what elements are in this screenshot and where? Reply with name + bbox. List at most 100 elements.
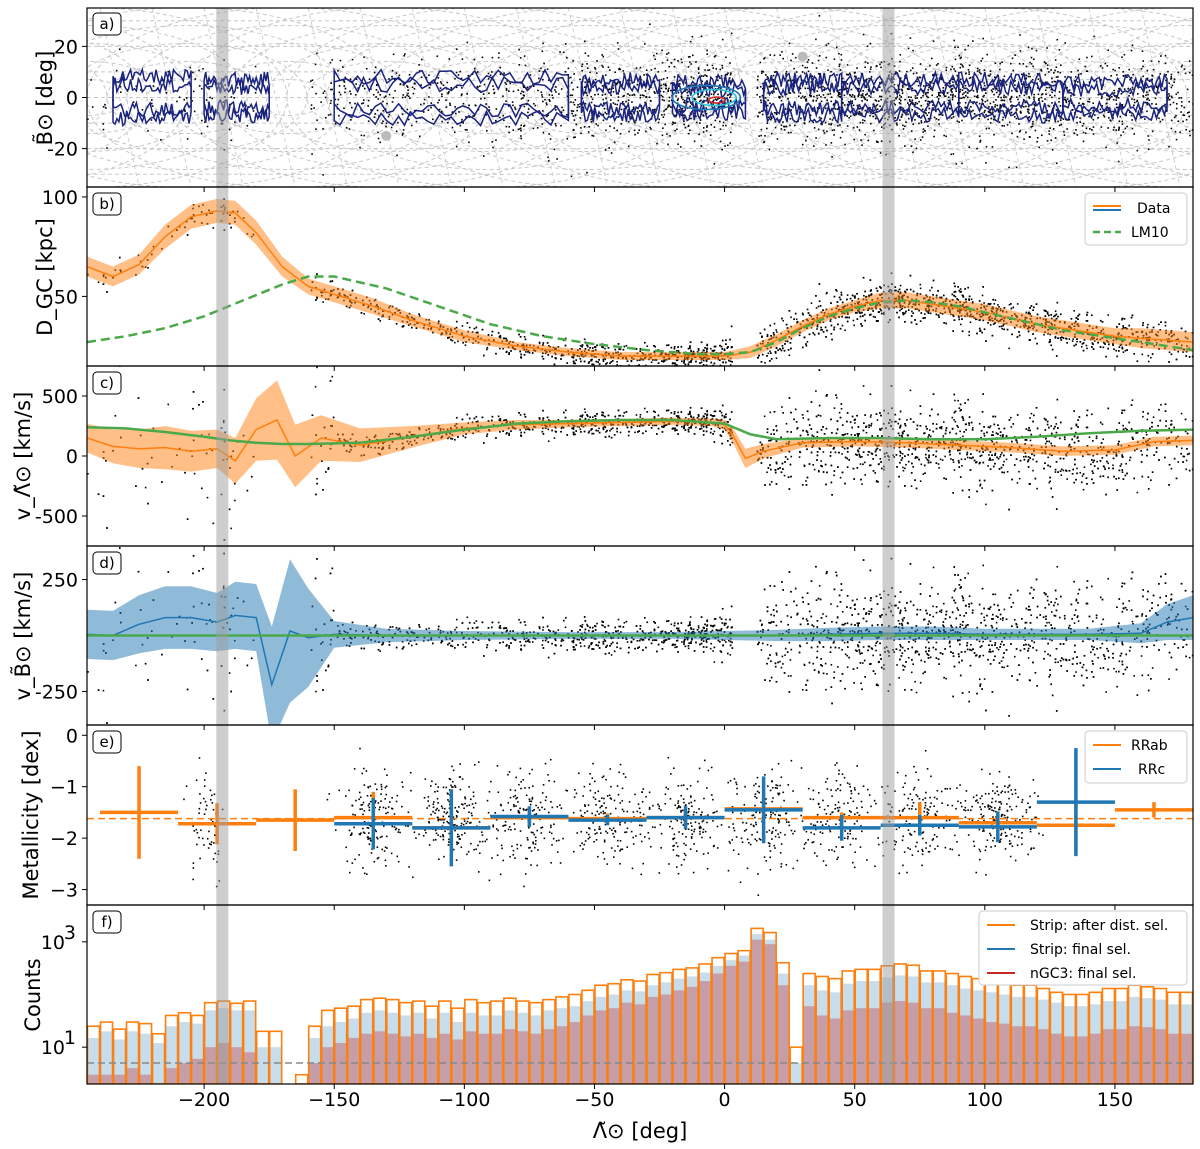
star-point: [330, 99, 332, 102]
star-point: [881, 109, 883, 111]
star-point: [730, 32, 733, 35]
star-point: [700, 35, 703, 38]
star-point: [830, 332, 833, 335]
star-point: [581, 69, 583, 72]
star-point: [428, 96, 430, 98]
star-point: [1044, 89, 1047, 92]
star-point: [1014, 80, 1016, 82]
star-point: [540, 117, 543, 120]
star-point: [1170, 86, 1173, 89]
star-point: [1041, 82, 1044, 84]
star-point: [851, 300, 854, 302]
star-point: [483, 97, 486, 99]
star-point: [1120, 134, 1122, 137]
star-point: [770, 79, 772, 81]
star-point: [605, 368, 607, 370]
star-point: [570, 101, 572, 103]
star-point: [767, 116, 770, 119]
star-point: [785, 93, 788, 96]
star-point: [790, 316, 792, 319]
star-point: [542, 334, 544, 337]
star-point: [621, 101, 624, 103]
star-point: [120, 91, 122, 93]
star-point: [1102, 114, 1105, 117]
star-point: [489, 74, 492, 77]
star-point: [988, 127, 990, 130]
star-point: [676, 99, 679, 102]
star-point: [818, 94, 821, 96]
star-point: [503, 72, 505, 74]
star-point: [343, 79, 345, 82]
star-point: [820, 117, 822, 120]
density-contour: [762, 70, 843, 125]
star-point: [1121, 106, 1124, 108]
star-point: [969, 321, 972, 324]
star-point: [1078, 313, 1081, 316]
star-point: [983, 111, 986, 114]
star-point: [1191, 74, 1193, 77]
star-point: [851, 102, 854, 104]
star-point: [486, 346, 489, 349]
star-point: [933, 116, 936, 119]
star-point: [793, 124, 796, 127]
star-point: [1173, 78, 1176, 81]
star-point: [1132, 73, 1134, 76]
star-point: [806, 61, 809, 63]
star-point: [563, 51, 565, 54]
star-point: [987, 74, 990, 77]
star-point: [764, 135, 766, 137]
star-point: [997, 304, 999, 306]
star-point: [625, 100, 627, 103]
star-point: [785, 72, 787, 75]
star-point: [1057, 76, 1059, 78]
star-point: [912, 312, 915, 315]
star-point: [939, 91, 941, 94]
star-point: [1027, 46, 1030, 49]
star-point: [689, 105, 691, 108]
star-point: [998, 93, 1001, 96]
star-point: [687, 84, 690, 87]
star-point: [920, 104, 922, 107]
star-point: [1040, 93, 1043, 96]
star-point: [842, 81, 844, 83]
star-point: [1057, 115, 1060, 117]
star-point: [838, 63, 841, 66]
star-point: [869, 42, 872, 45]
star-point: [691, 103, 693, 106]
star-point: [989, 122, 992, 124]
star-point: [825, 144, 827, 146]
star-point: [1045, 62, 1047, 64]
star-point: [660, 94, 663, 97]
star-point: [1041, 93, 1044, 95]
star-point: [812, 332, 815, 334]
star-point: [1052, 128, 1055, 130]
star-point: [822, 85, 824, 88]
star-point: [1088, 101, 1091, 103]
star-point: [254, 91, 257, 94]
star-point: [605, 97, 607, 100]
star-point: [564, 71, 567, 73]
star-point: [1132, 88, 1134, 91]
star-point: [1171, 96, 1173, 99]
star-point: [396, 154, 398, 157]
star-point: [575, 123, 578, 126]
star-point: [519, 57, 522, 59]
star-point: [1102, 346, 1105, 349]
star-point: [620, 123, 623, 125]
star-point: [1028, 96, 1030, 98]
star-point: [1128, 68, 1131, 71]
star-point: [917, 84, 920, 87]
star-point: [584, 81, 587, 84]
star-point: [1186, 88, 1189, 91]
star-point: [407, 118, 410, 121]
star-point: [910, 96, 912, 99]
star-point: [466, 129, 468, 131]
star-point: [989, 324, 992, 326]
star-point: [1029, 61, 1031, 64]
star-point: [839, 106, 841, 109]
star-point: [638, 359, 641, 361]
star-point: [1032, 65, 1034, 68]
star-point: [959, 88, 962, 91]
star-point: [420, 103, 422, 106]
star-point: [911, 108, 914, 111]
